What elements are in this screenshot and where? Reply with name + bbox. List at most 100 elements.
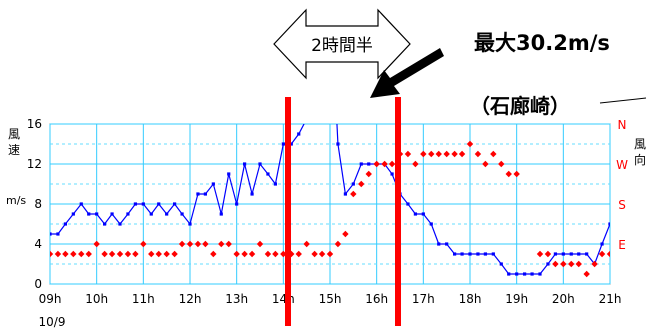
wind-speed-point: [445, 242, 449, 246]
wind-speed-point: [538, 272, 542, 276]
y-tick-label: 12: [27, 157, 42, 171]
wind-speed-point: [243, 162, 247, 166]
wind-direction-point: [552, 260, 559, 268]
wind-speed-point: [133, 202, 137, 206]
wind-direction-point: [248, 250, 256, 258]
wind-direction-point: [412, 160, 419, 168]
wind-direction-point: [202, 240, 209, 248]
wind-direction-point: [311, 250, 318, 258]
wind-direction-point: [318, 250, 326, 258]
wind-direction-point: [536, 250, 544, 258]
wind-speed-point: [390, 172, 394, 176]
wind-direction-point: [365, 170, 372, 178]
wind-direction-point: [505, 170, 512, 178]
wind-direction-point: [482, 160, 489, 168]
wind-speed-point: [297, 132, 301, 136]
wind-speed-point: [336, 142, 340, 146]
wind-speed-point: [569, 252, 573, 256]
wind-speed-point: [196, 192, 200, 196]
wind-speed-point: [203, 192, 207, 196]
wind-direction-point: [451, 150, 458, 158]
wind-speed-point: [600, 242, 604, 246]
wind-direction-point: [264, 250, 272, 258]
wind-direction-point: [428, 150, 435, 158]
wind-direction-point: [108, 250, 116, 258]
wind-speed-point: [63, 222, 67, 226]
wind-direction-point: [78, 250, 85, 258]
wind-direction-point: [381, 160, 388, 168]
wind-direction-point: [435, 150, 442, 158]
x-tick-label: 16h: [365, 292, 388, 306]
wind-direction-point: [466, 140, 474, 148]
wind-direction-point: [186, 240, 194, 248]
wind-direction-point: [280, 250, 287, 258]
wind-speed-point: [367, 162, 371, 166]
wind-speed-point: [289, 142, 293, 146]
wind-speed-point: [437, 242, 441, 246]
wind-speed-point: [281, 142, 285, 146]
y-tick-label: 8: [34, 197, 42, 211]
wind-direction-point: [85, 250, 92, 258]
wind-speed-point: [453, 252, 457, 256]
wind-speed-point: [499, 262, 503, 266]
x-tick-labels: 09h 10h 11h 12h 13h 14h 15h 16h 17h 18h 19h 20h 21h: [39, 292, 622, 306]
wind-speed-point: [56, 232, 60, 236]
wind-direction-point: [373, 160, 380, 168]
wind-speed-point: [71, 212, 75, 216]
wind-direction-point: [101, 250, 108, 258]
duration-arrow: [273, 8, 411, 80]
wind-direction-point: [256, 240, 264, 248]
wind-direction-point: [568, 260, 575, 268]
wind-direction-point: [560, 260, 567, 268]
wind-direction-point: [171, 250, 178, 258]
duration-label: 2時間半: [311, 36, 373, 56]
wind-direction-point: [606, 250, 610, 258]
wind-speed-point: [359, 162, 363, 166]
wind-direction-point: [458, 150, 466, 158]
x-tick-label: 10h: [85, 292, 108, 306]
wind-direction-point: [544, 250, 552, 258]
y-tick-label: 4: [34, 237, 42, 251]
wind-speed-point: [507, 272, 511, 276]
wind-direction-point: [132, 250, 139, 258]
wind-speed-point: [180, 212, 184, 216]
wind-speed-point: [483, 252, 487, 256]
wind-speed-point: [95, 212, 99, 216]
wind-speed-point: [165, 212, 169, 216]
wind-speed-point: [406, 202, 410, 206]
x-tick-label: 12h: [179, 292, 202, 306]
wind-speed-point: [515, 272, 519, 276]
wind-speed-point: [343, 192, 347, 196]
wind-direction-point: [498, 160, 505, 168]
wind-direction-point: [443, 150, 450, 158]
direction-label: S: [618, 198, 626, 212]
wind-direction-point: [241, 250, 248, 258]
wind-direction-point: [474, 150, 482, 158]
wind-speed-point: [523, 272, 527, 276]
wind-direction-point: [194, 240, 202, 248]
max-label: 最大30.2m/s: [474, 31, 610, 55]
left-axis-unit: m/s: [6, 194, 26, 207]
end-marker-bar: [395, 97, 401, 326]
x-tick-label: 20h: [552, 292, 575, 306]
wind-speed-point: [585, 252, 589, 256]
x-tick-label: 15h: [319, 292, 342, 306]
wind-speed-point: [110, 212, 114, 216]
direction-label: W: [616, 158, 628, 172]
wind-direction-point: [575, 260, 582, 268]
x-tick-label: 13h: [225, 292, 248, 306]
wind-speed-point: [157, 202, 161, 206]
wind-direction-point: [62, 250, 69, 258]
wind-speed-point: [141, 202, 145, 206]
station-leader: [599, 97, 647, 104]
wind-direction-point: [93, 240, 100, 248]
wind-speed-point: [460, 252, 464, 256]
wind-speed-point: [227, 172, 231, 176]
x-tick-label: 17h: [412, 292, 435, 306]
left-axis-char-2: 速: [8, 143, 20, 157]
wind-direction-point: [420, 150, 427, 158]
wind-speed-point: [468, 252, 472, 256]
wind-speed-point: [250, 192, 254, 196]
wind-speed-point: [188, 222, 192, 226]
